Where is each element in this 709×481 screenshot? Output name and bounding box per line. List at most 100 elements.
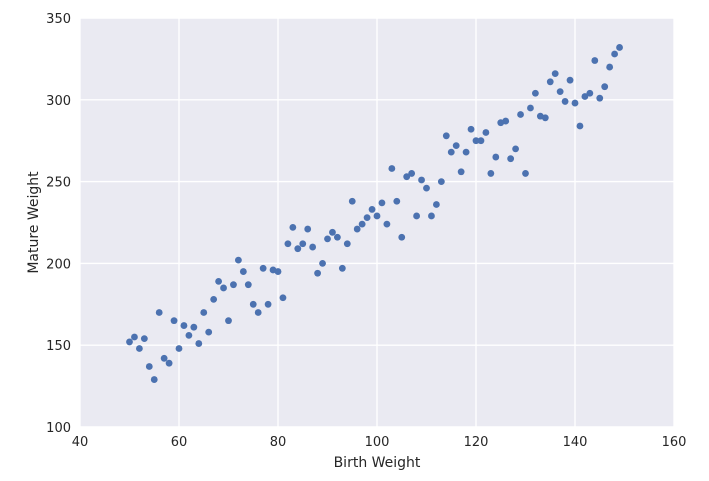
data-point	[150, 376, 158, 383]
data-point	[235, 256, 242, 264]
data-point	[517, 111, 524, 118]
data-point	[408, 170, 416, 177]
data-point	[170, 317, 178, 325]
data-point	[418, 176, 425, 184]
y-tick-label: 100	[46, 421, 71, 436]
data-point	[413, 212, 420, 220]
data-point	[487, 170, 495, 177]
data-point	[289, 224, 297, 231]
data-point	[541, 114, 549, 122]
y-axis-label: Mature Weight	[26, 171, 42, 274]
data-point	[601, 83, 609, 91]
data-point	[259, 264, 267, 272]
data-point	[254, 309, 262, 316]
data-point	[532, 89, 539, 97]
data-point	[274, 268, 282, 275]
data-point	[205, 328, 213, 336]
data-point	[314, 269, 321, 277]
data-point	[358, 220, 366, 228]
data-point	[616, 44, 623, 51]
data-point	[447, 148, 455, 156]
data-point	[462, 148, 470, 156]
data-point	[477, 137, 485, 145]
data-point	[492, 153, 500, 161]
data-point	[131, 333, 138, 341]
x-axis-ticks: 40 60 80 100 120 140 160	[72, 435, 687, 450]
data-point	[225, 317, 232, 325]
data-point	[249, 300, 257, 308]
data-point	[566, 76, 574, 84]
data-point	[319, 260, 326, 267]
data-point	[383, 220, 391, 228]
data-point	[165, 359, 173, 367]
x-tick-label: 120	[464, 435, 489, 450]
data-points	[126, 44, 623, 383]
data-point	[452, 142, 460, 150]
data-point	[606, 63, 614, 71]
data-point	[571, 99, 579, 107]
data-point	[363, 214, 371, 221]
data-point	[220, 284, 227, 292]
data-point	[200, 309, 208, 316]
data-point	[507, 155, 515, 163]
data-point	[230, 281, 237, 289]
x-tick-label: 80	[270, 435, 287, 450]
data-point	[581, 93, 589, 100]
data-point	[433, 201, 440, 208]
x-tick-label: 160	[662, 435, 687, 450]
data-point	[299, 240, 307, 248]
x-tick-label: 140	[563, 435, 588, 450]
y-axis-ticks: 100 150 200 250 300 350	[46, 12, 71, 436]
data-point	[388, 165, 396, 172]
data-point	[353, 225, 361, 233]
data-point	[304, 225, 312, 233]
data-point	[284, 240, 292, 248]
data-point	[373, 212, 381, 220]
data-point	[428, 212, 435, 220]
y-tick-label: 150	[46, 339, 71, 354]
data-point	[126, 338, 133, 346]
data-point	[239, 268, 247, 275]
y-tick-label: 250	[46, 176, 71, 191]
data-point	[140, 335, 148, 343]
y-tick-label: 200	[46, 257, 71, 272]
y-tick-label: 350	[46, 12, 71, 27]
data-point	[467, 125, 475, 133]
data-point	[180, 322, 188, 329]
data-point	[324, 235, 331, 243]
data-point	[378, 199, 386, 207]
data-point	[160, 354, 168, 362]
data-point	[185, 331, 193, 339]
data-point	[482, 129, 490, 136]
data-point	[334, 233, 341, 241]
data-point	[472, 137, 480, 145]
x-axis-label: Birth Weight	[334, 455, 421, 471]
data-point	[210, 295, 218, 303]
data-point	[591, 57, 599, 64]
data-point	[457, 168, 465, 176]
data-point	[309, 243, 317, 251]
data-point	[586, 89, 594, 97]
data-point	[561, 98, 569, 105]
data-point	[215, 277, 223, 285]
data-point	[195, 340, 203, 347]
data-point	[556, 88, 564, 96]
data-point	[244, 281, 252, 289]
data-point	[442, 132, 450, 140]
data-point	[527, 104, 534, 112]
data-point	[343, 240, 351, 248]
data-point	[393, 197, 401, 205]
data-point	[502, 117, 510, 125]
data-point	[437, 178, 445, 186]
data-point	[551, 70, 559, 78]
data-point	[596, 94, 604, 102]
data-point	[294, 245, 302, 253]
data-point	[338, 264, 346, 272]
data-point	[546, 78, 554, 86]
data-point	[423, 184, 430, 192]
x-tick-label: 40	[72, 435, 89, 450]
data-point	[348, 197, 356, 205]
data-point	[368, 206, 376, 213]
